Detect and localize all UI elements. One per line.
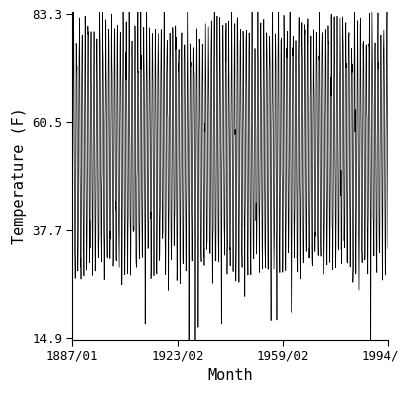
X-axis label: Month: Month bbox=[207, 368, 253, 383]
Y-axis label: Temperature (F): Temperature (F) bbox=[12, 108, 27, 244]
